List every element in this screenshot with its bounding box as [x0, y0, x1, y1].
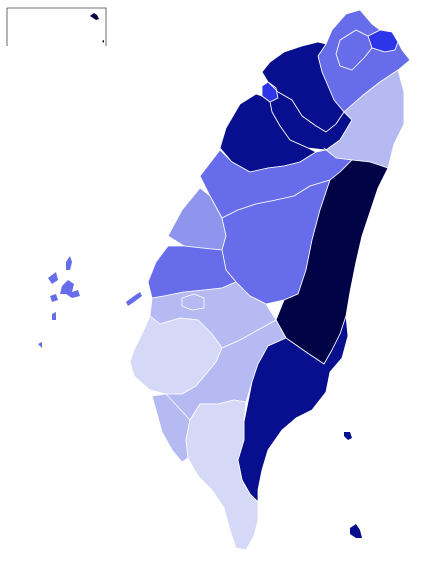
region-penghu[interactable] [38, 256, 142, 348]
region-matsu-inset[interactable] [90, 13, 104, 43]
region-taitung[interactable] [237, 315, 349, 503]
inset-frame [6, 7, 107, 46]
region-chiayi-city[interactable] [181, 293, 205, 311]
region-orchid-island[interactable] [350, 524, 362, 538]
region-pingtung-west[interactable] [151, 393, 191, 463]
region-pingtung[interactable] [185, 399, 259, 551]
region-green-island[interactable] [344, 432, 352, 440]
